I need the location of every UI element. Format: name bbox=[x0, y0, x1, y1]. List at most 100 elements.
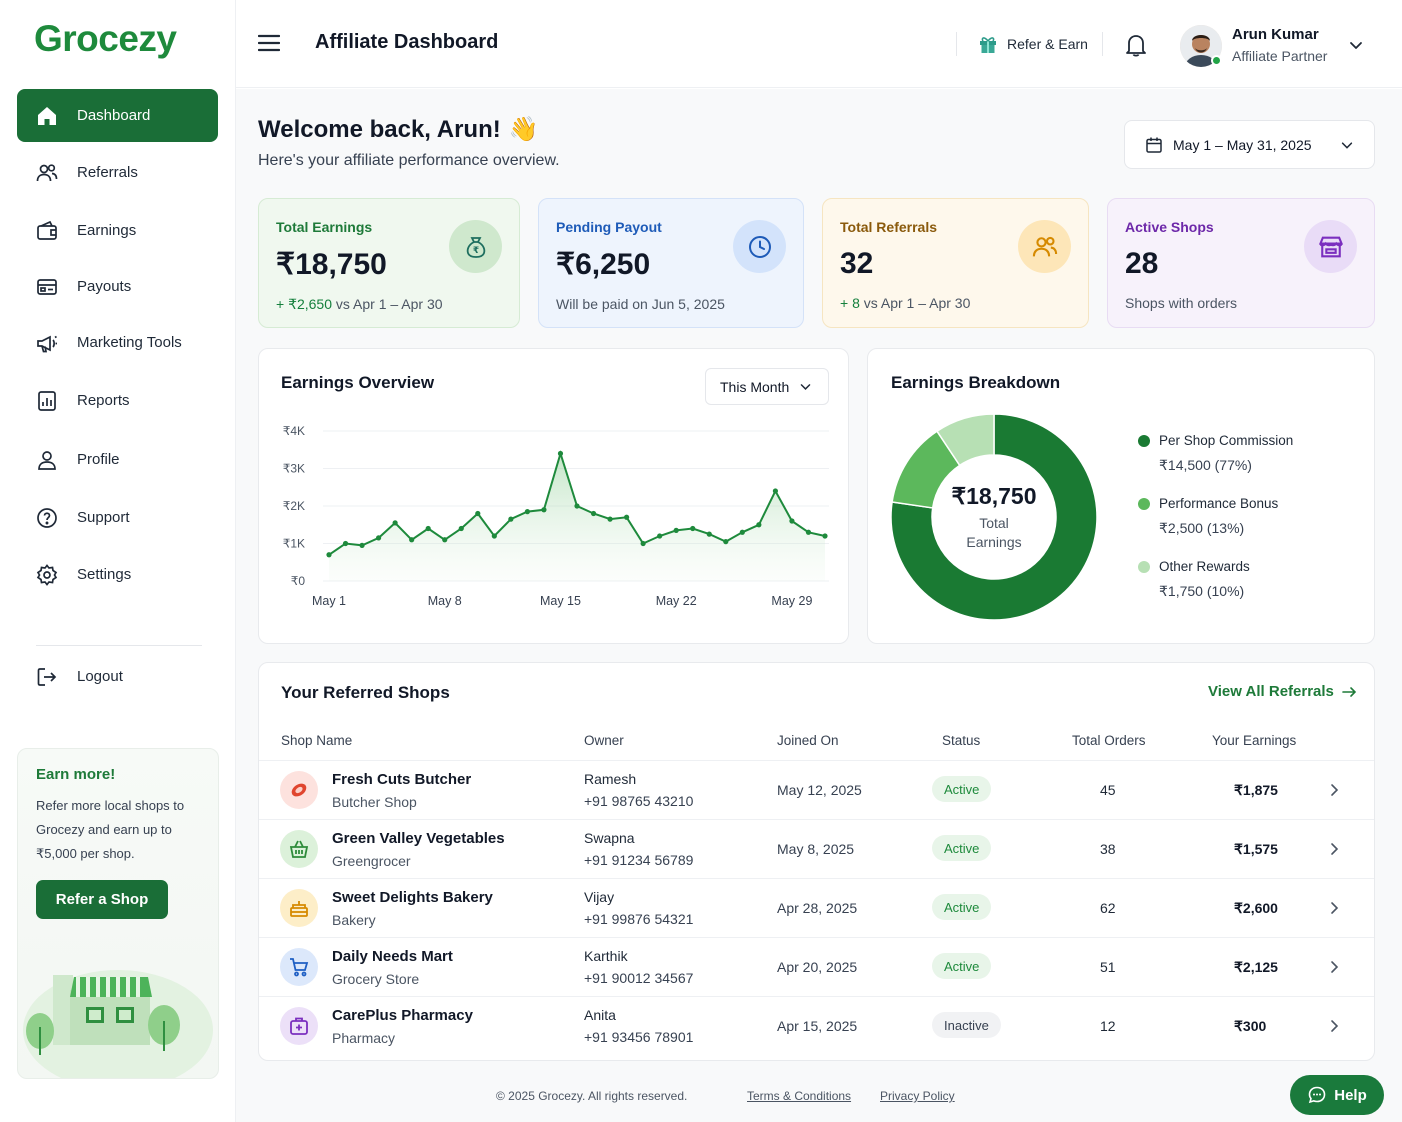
data-point[interactable] bbox=[607, 516, 613, 522]
help-button[interactable]: Help bbox=[1290, 1075, 1384, 1115]
logout-button[interactable]: Logout bbox=[17, 650, 218, 703]
table-row[interactable]: CarePlus Pharmacy Pharmacy Anita +91 934… bbox=[259, 996, 1374, 1055]
donut-total-label: Total Earnings bbox=[966, 514, 1022, 550]
meat-icon bbox=[280, 771, 318, 809]
data-point[interactable] bbox=[475, 510, 481, 517]
data-point[interactable] bbox=[772, 488, 779, 494]
sidebar-item-settings[interactable]: Settings bbox=[17, 548, 218, 601]
online-status-dot bbox=[1211, 55, 1222, 66]
stat-card-active-shops[interactable]: Active Shops 28 Shops with orders bbox=[1107, 198, 1375, 328]
chevron-right-icon[interactable] bbox=[1327, 960, 1341, 974]
top-header: Affiliate Dashboard Refer & Earn Arun Ku… bbox=[236, 0, 1402, 88]
data-point[interactable] bbox=[574, 503, 580, 509]
data-point[interactable] bbox=[822, 533, 828, 539]
sidebar-item-earnings[interactable]: Earnings bbox=[17, 204, 218, 257]
data-point[interactable] bbox=[673, 527, 679, 533]
referred-shops-title: Your Referred Shops bbox=[281, 683, 450, 702]
stat-card-pending-payout[interactable]: Pending Payout ₹6,250 Will be paid on Ju… bbox=[538, 198, 804, 328]
chat-icon bbox=[1308, 1086, 1326, 1104]
data-point[interactable] bbox=[640, 540, 646, 547]
period-select[interactable]: This Month bbox=[705, 368, 829, 405]
wave-emoji: 👋 bbox=[508, 116, 539, 143]
stat-card-total-referrals[interactable]: Total Referrals 32 + 8 vs Apr 1 – Apr 30 bbox=[822, 198, 1089, 328]
sidebar-item-marketing-tools[interactable]: Marketing Tools bbox=[17, 316, 218, 369]
x-tick-label: May 1 bbox=[312, 594, 346, 608]
data-point[interactable] bbox=[739, 529, 745, 535]
table-row[interactable]: Fresh Cuts Butcher Butcher Shop Ramesh +… bbox=[259, 760, 1374, 819]
refer-shop-button[interactable]: Refer a Shop bbox=[36, 880, 168, 919]
data-point[interactable] bbox=[508, 516, 514, 522]
stat-subtext: + ₹2,650 vs Apr 1 – Apr 30 bbox=[276, 296, 502, 313]
legend-name: Per Shop Commission bbox=[1159, 433, 1294, 448]
store-icon bbox=[1304, 220, 1357, 273]
terms-link[interactable]: Terms & Conditions bbox=[747, 1089, 852, 1103]
y-tick-label: ₹4K bbox=[283, 424, 305, 438]
data-point[interactable] bbox=[723, 539, 729, 545]
table-row[interactable]: Sweet Delights Bakery Bakery Vijay +91 9… bbox=[259, 878, 1374, 937]
data-point[interactable] bbox=[657, 533, 663, 539]
chevron-right-icon[interactable] bbox=[1327, 783, 1341, 797]
column-header[interactable]: Owner bbox=[584, 733, 624, 748]
data-point[interactable] bbox=[326, 552, 332, 558]
data-point[interactable] bbox=[690, 525, 696, 532]
user-role: Affiliate Partner bbox=[1232, 48, 1328, 64]
data-point[interactable] bbox=[789, 518, 795, 524]
view-all-referrals-link[interactable]: View All Referrals bbox=[1208, 683, 1357, 700]
sidebar-item-reports[interactable]: Reports bbox=[17, 374, 218, 427]
data-point[interactable] bbox=[706, 531, 712, 537]
total-orders: 62 bbox=[1100, 900, 1116, 916]
stat-value: ₹18,750 bbox=[276, 248, 387, 281]
table-row[interactable]: Daily Needs Mart Grocery Store Karthik +… bbox=[259, 937, 1374, 996]
owner-phone: +91 93456 78901 bbox=[584, 1029, 694, 1045]
sidebar-item-label: Referrals bbox=[77, 164, 138, 181]
sidebar-item-payouts[interactable]: Payouts bbox=[17, 260, 218, 313]
data-point[interactable] bbox=[425, 525, 431, 532]
data-point[interactable] bbox=[442, 537, 448, 543]
hamburger-menu-icon[interactable] bbox=[258, 33, 280, 53]
chevron-right-icon[interactable] bbox=[1327, 842, 1341, 856]
stat-card-total-earnings[interactable]: Total Earnings ₹18,750 + ₹2,650 vs Apr 1… bbox=[258, 198, 520, 328]
data-point[interactable] bbox=[557, 450, 564, 457]
data-point[interactable] bbox=[392, 520, 398, 526]
data-point[interactable] bbox=[491, 533, 497, 539]
data-point[interactable] bbox=[342, 540, 349, 547]
earnings-breakdown-title: Earnings Breakdown bbox=[891, 373, 1061, 392]
wallet-icon bbox=[37, 220, 57, 240]
owner-phone: +91 90012 34567 bbox=[584, 970, 694, 986]
refer-earn-link[interactable]: Refer & Earn bbox=[978, 34, 1088, 54]
data-point[interactable] bbox=[624, 514, 630, 520]
data-point[interactable] bbox=[756, 522, 762, 528]
donut-slice[interactable] bbox=[935, 413, 995, 467]
data-point[interactable] bbox=[359, 542, 365, 548]
table-row[interactable]: Green Valley Vegetables Greengrocer Swap… bbox=[259, 819, 1374, 878]
chevron-right-icon[interactable] bbox=[1327, 1019, 1341, 1033]
data-point[interactable] bbox=[590, 510, 597, 517]
data-point[interactable] bbox=[458, 525, 464, 532]
bell-icon[interactable] bbox=[1124, 32, 1148, 58]
column-header[interactable]: Status bbox=[942, 733, 981, 748]
data-point[interactable] bbox=[376, 535, 382, 541]
privacy-link[interactable]: Privacy Policy bbox=[880, 1089, 955, 1103]
column-header[interactable]: Your Earnings bbox=[1212, 733, 1297, 748]
legend-amount: ₹14,500 (77%) bbox=[1159, 457, 1252, 473]
sidebar-item-profile[interactable]: Profile bbox=[17, 433, 218, 486]
date-range-picker[interactable]: May 1 – May 31, 2025 bbox=[1124, 120, 1375, 169]
data-point[interactable] bbox=[541, 507, 547, 513]
chevron-right-icon[interactable] bbox=[1327, 901, 1341, 915]
column-header[interactable]: Joined On bbox=[777, 733, 839, 748]
data-point[interactable] bbox=[409, 537, 415, 543]
column-header[interactable]: Total Orders bbox=[1072, 733, 1146, 748]
cake-icon bbox=[280, 889, 318, 927]
sidebar-item-label: Reports bbox=[77, 392, 130, 409]
column-header[interactable]: Shop Name bbox=[281, 733, 353, 748]
sidebar-item-dashboard[interactable]: Dashboard bbox=[17, 89, 218, 142]
refer-earn-label: Refer & Earn bbox=[1007, 36, 1088, 52]
donut-slice[interactable] bbox=[890, 413, 1098, 621]
owner-name: Swapna bbox=[584, 830, 635, 846]
sidebar-item-referrals[interactable]: Referrals bbox=[17, 146, 218, 199]
sidebar-item-support[interactable]: Support bbox=[17, 491, 218, 544]
data-point[interactable] bbox=[805, 529, 812, 535]
brand-logo[interactable]: Grocezy bbox=[34, 18, 177, 59]
chevron-down-icon[interactable] bbox=[1348, 37, 1364, 53]
data-point[interactable] bbox=[524, 509, 530, 515]
